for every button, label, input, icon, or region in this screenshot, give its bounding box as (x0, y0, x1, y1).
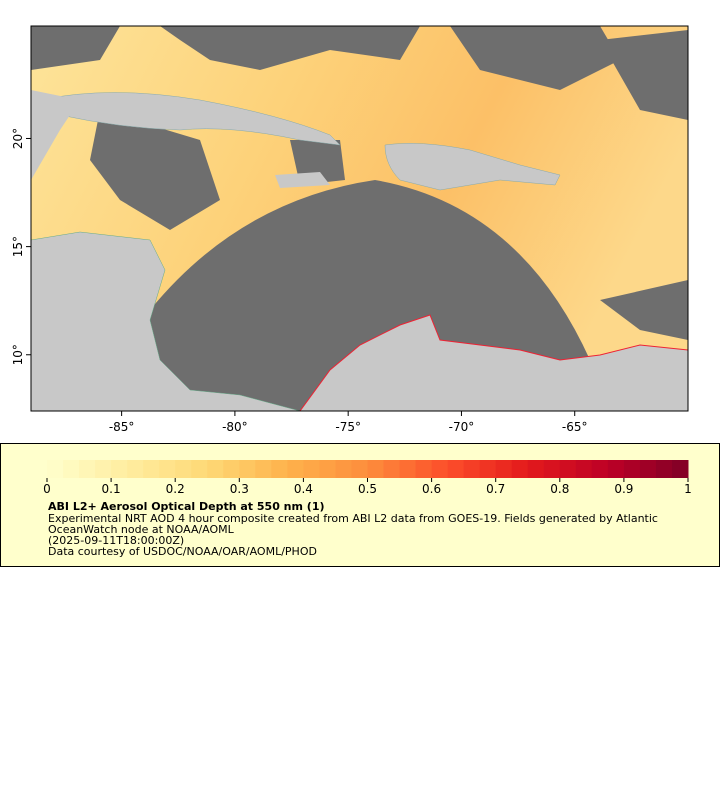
land-jamaica (275, 172, 330, 188)
colorbar-swatch (191, 460, 208, 478)
colorbar-swatch (111, 460, 128, 478)
land-central-america (31, 231, 301, 411)
legend-timestamp: (2025-09-11T18:00:00Z) (48, 534, 184, 547)
colorbar-tick-label: 0.8 (550, 482, 569, 496)
colorbar-swatch (79, 460, 96, 478)
colorbar-swatch (271, 460, 288, 478)
colorbar-swatch (575, 460, 593, 478)
legend-title: ABI L2+ Aerosol Optical Depth at 550 nm … (48, 500, 325, 513)
y-tick-label: 15° (11, 236, 25, 257)
colorbar-swatch (207, 460, 224, 478)
x-tick-label: -80° (222, 420, 248, 434)
colorbar-swatch (159, 460, 176, 478)
colorbar-swatch (639, 460, 657, 478)
colorbar-swatch (623, 460, 641, 478)
colorbar-swatch (63, 460, 80, 478)
colorbar-swatch (543, 460, 561, 478)
colorbar-swatch (47, 460, 64, 478)
x-tick-label: -75° (335, 420, 361, 434)
colorbar-tick-label: 0.9 (614, 482, 633, 496)
colorbar-tick-label: 0.4 (294, 482, 313, 496)
colorbar-swatch (399, 460, 417, 478)
colorbar-tick-label: 0.7 (486, 482, 505, 496)
no-data (31, 26, 688, 340)
colorbar-swatch (143, 460, 160, 478)
colorbar-swatch (559, 460, 577, 478)
colorbar-tick-label: 0.1 (102, 482, 121, 496)
legend-description: OceanWatch node at NOAA/AOML (48, 523, 235, 536)
colorbar-swatch (607, 460, 625, 478)
colorbar-swatch (335, 460, 352, 478)
colorbar-tick-label: 0.3 (230, 482, 249, 496)
colorbar-tick-label: 0.6 (422, 482, 441, 496)
colorbar-swatch (591, 460, 609, 478)
colorbar-swatch (175, 460, 192, 478)
colorbar-swatch (415, 460, 433, 478)
land-yucatan (31, 26, 80, 180)
y-tick-label: 10° (11, 344, 25, 365)
colorbar-swatch (303, 460, 320, 478)
colorbar-swatch (383, 460, 401, 478)
legend-credit: Data courtesy of USDOC/NOAA/OAR/AOML/PHO… (48, 545, 317, 558)
legend-description: Experimental NRT AOD 4 hour composite cr… (48, 512, 658, 525)
colorbar-swatch (511, 460, 529, 478)
colorbar-tick-label: 0.2 (166, 482, 185, 496)
colorbar-tick-label: 0 (43, 482, 51, 496)
colorbar-tick-label: 0.5 (358, 482, 377, 496)
colorbar-swatch (431, 460, 449, 478)
colorbar-swatch (319, 460, 336, 478)
colorbar-tick-label: 1 (684, 482, 692, 496)
map-image (31, 26, 688, 411)
colorbar-swatch (95, 460, 112, 478)
land-hispaniola (384, 143, 561, 191)
land-cuba (39, 92, 341, 146)
colorbar-swatch (367, 460, 385, 478)
colorbar-swatch (447, 460, 465, 478)
colorbar-swatch (527, 460, 545, 478)
colorbar-swatch (239, 460, 256, 478)
colorbar-swatch (287, 460, 304, 478)
colorbar-swatch (655, 460, 673, 478)
map-frame (30, 25, 689, 412)
x-tick-label: -65° (562, 420, 588, 434)
y-tick-label: 20° (11, 128, 25, 149)
colorbar-swatch (671, 460, 689, 478)
x-tick-label: -85° (109, 420, 135, 434)
colorbar-swatch (495, 460, 513, 478)
colorbar-swatch (479, 460, 497, 478)
colorbar-swatch (351, 460, 368, 478)
colorbar-swatch (463, 460, 481, 478)
colorbar-swatch (127, 460, 144, 478)
x-tick-label: -70° (449, 420, 475, 434)
colorbar-swatch (255, 460, 272, 478)
land-south-america (299, 314, 688, 411)
colorbar-swatch (223, 460, 240, 478)
